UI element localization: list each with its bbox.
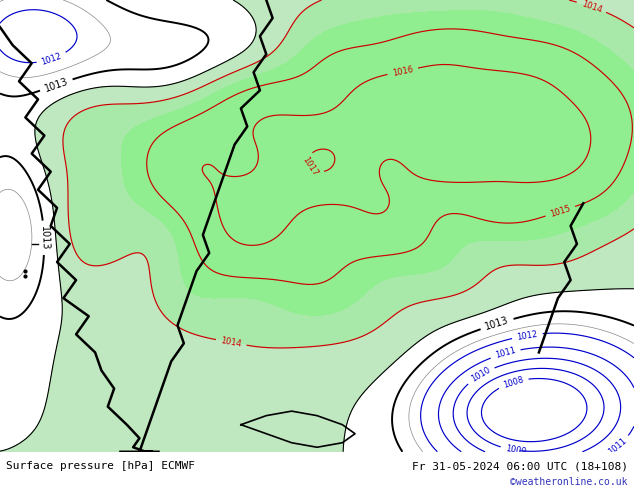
Text: 1013: 1013	[484, 316, 510, 332]
Text: 1016: 1016	[392, 65, 414, 78]
Text: 1015: 1015	[549, 204, 572, 219]
Text: Surface pressure [hPa] ECMWF: Surface pressure [hPa] ECMWF	[6, 461, 195, 471]
Text: ©weatheronline.co.uk: ©weatheronline.co.uk	[510, 477, 628, 487]
Text: 1011: 1011	[494, 346, 517, 361]
Text: 1008: 1008	[502, 375, 525, 390]
Text: Fr 31-05-2024 06:00 UTC (18+108): Fr 31-05-2024 06:00 UTC (18+108)	[411, 461, 628, 471]
Text: 1012: 1012	[41, 51, 63, 67]
Text: 1010: 1010	[469, 366, 492, 384]
Text: 1012: 1012	[516, 329, 538, 342]
Text: 1013: 1013	[43, 76, 70, 94]
Text: 1013: 1013	[39, 225, 49, 250]
Text: 1017: 1017	[301, 155, 320, 178]
Text: 1009: 1009	[505, 444, 527, 457]
Text: 1011: 1011	[607, 437, 628, 457]
Text: 1014: 1014	[220, 336, 242, 349]
Text: 1014: 1014	[580, 0, 603, 15]
